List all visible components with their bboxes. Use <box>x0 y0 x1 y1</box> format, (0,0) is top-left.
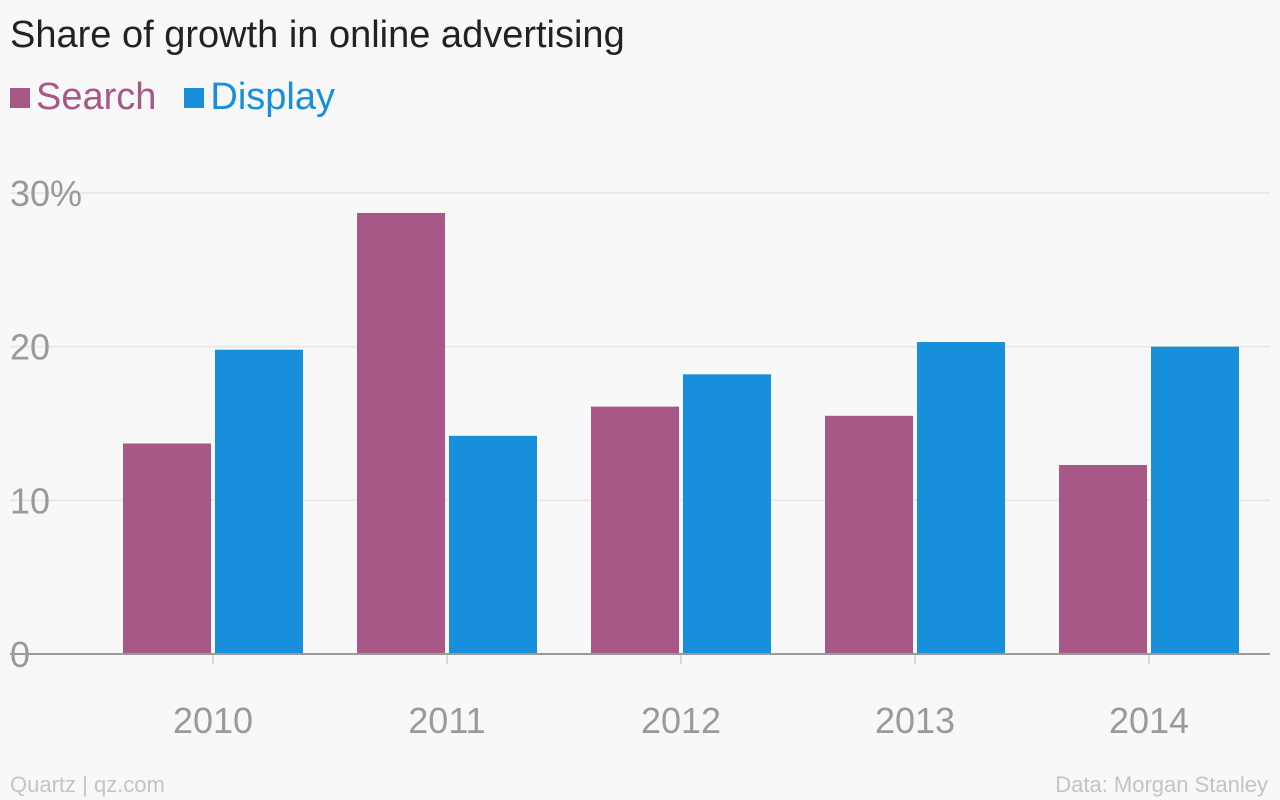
legend-swatch-search <box>10 87 30 108</box>
bar-search-2011 <box>357 212 445 654</box>
legend: Search Display <box>10 76 363 119</box>
bar-search-2014 <box>1059 464 1147 654</box>
legend-label-display: Display <box>210 76 336 118</box>
footer-source: Data: Morgan Stanley <box>1055 772 1268 797</box>
bar-display-2012 <box>683 374 771 654</box>
bar-display-2014 <box>1151 346 1239 654</box>
y-tick-label: 30% <box>10 173 82 214</box>
legend-item-search: Search <box>10 76 156 119</box>
x-tick-label: 2013 <box>875 700 955 741</box>
footer-credit: Quartz | qz.com <box>10 772 165 797</box>
y-tick-label: 20 <box>10 327 50 368</box>
x-tick-label: 2012 <box>641 700 721 741</box>
bar-display-2010 <box>215 349 303 654</box>
chart-title: Share of growth in online advertising <box>10 14 625 56</box>
bar-search-2010 <box>123 443 211 654</box>
legend-swatch-display <box>184 87 205 108</box>
x-tick-label: 2010 <box>173 700 253 741</box>
bar-search-2013 <box>825 415 913 654</box>
bar-display-2011 <box>449 435 537 654</box>
legend-item-display: Display <box>184 76 335 119</box>
legend-label-search: Search <box>36 76 157 118</box>
x-tick-label: 2014 <box>1109 700 1189 741</box>
x-tick-label: 2011 <box>408 700 485 741</box>
bar-search-2012 <box>591 406 679 654</box>
bar-display-2013 <box>917 342 1005 654</box>
y-tick-label: 10 <box>10 480 50 521</box>
